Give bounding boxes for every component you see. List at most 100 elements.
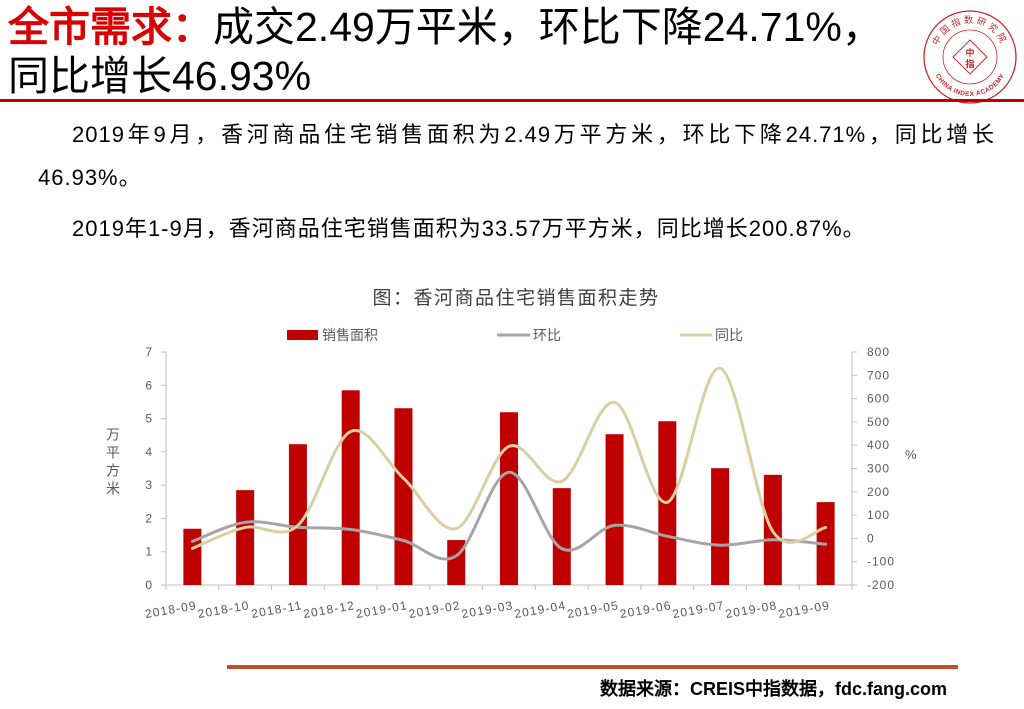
line-point-yoy-2019-03 <box>507 444 511 448</box>
line-point-yoy-2019-02 <box>454 526 458 530</box>
line-point-yoy-2018-12 <box>349 429 353 433</box>
line-point-yoy-2019-05 <box>613 400 617 404</box>
legend-label-yoy: 同比 <box>715 327 743 343</box>
line-point-yoy-2019-08 <box>771 529 775 533</box>
y-axis-right-tick-label: 800 <box>867 345 890 359</box>
bar-2018-10 <box>236 490 255 585</box>
logo-outer-ring <box>923 10 1017 104</box>
legend-item-sales-area: 销售面积 <box>287 327 378 343</box>
line-point-mom-2018-09 <box>190 539 194 543</box>
y-axis-left-tick-label: 3 <box>145 478 153 492</box>
x-axis-tick-label: 2019-04 <box>513 598 567 621</box>
title-text: 成交2.49万平米，环比下降24.71%，同比增长46.93% <box>8 4 883 99</box>
line-point-yoy-2018-10 <box>243 525 247 529</box>
line-point-mom-2018-10 <box>243 520 247 524</box>
line-point-mom-2019-03 <box>507 470 511 474</box>
legend-label-mom: 环比 <box>533 327 561 343</box>
y-axis-right-tick-label: -100 <box>867 555 895 569</box>
footer-divider <box>227 665 958 669</box>
y-axis-right-tick-label: 700 <box>867 368 890 382</box>
y-axis-right-tick-label: 600 <box>867 392 890 406</box>
bar-2019-04 <box>552 488 571 585</box>
x-axis-tick-label: 2019-01 <box>355 598 409 621</box>
line-point-yoy-2019-04 <box>560 479 564 483</box>
line-point-yoy-2019-07 <box>718 366 722 370</box>
x-axis-tick-label: 2018-11 <box>250 598 303 621</box>
bar-2018-11 <box>288 444 307 585</box>
x-axis-tick-label: 2019-08 <box>724 598 778 621</box>
y-axis-right-title: % <box>905 447 917 462</box>
y-axis-left-tick-label: 5 <box>145 412 153 426</box>
line-point-mom-2019-07 <box>718 543 722 547</box>
chart-title: 图：香河商品住宅销售面积走势 <box>372 287 659 309</box>
legend-item-yoy: 同比 <box>680 327 743 343</box>
y-axis-right-tick-label: -200 <box>867 578 895 592</box>
y-axis-left-tick-label: 2 <box>145 511 153 525</box>
legend-swatch-sales-area <box>287 330 318 340</box>
line-point-yoy-2019-09 <box>824 525 828 529</box>
y-axis-left-title: 万平方米 <box>105 427 121 499</box>
x-axis-tick-label: 2018-12 <box>302 598 356 621</box>
line-series-group <box>190 366 828 561</box>
y-axis-right-tick-label: 300 <box>867 462 890 476</box>
logo-mark-top: 中 <box>965 47 974 58</box>
chart-legend: 销售面积 环比 同比 <box>287 327 743 343</box>
line-path-yoy <box>190 366 828 550</box>
x-axis-tick-label: 2019-03 <box>460 598 514 621</box>
slide-title: 全市需求：成交2.49万平米，环比下降24.71%，同比增长46.93% <box>8 3 903 101</box>
legend-item-mom: 环比 <box>497 327 561 343</box>
bar-2019-02 <box>447 540 466 585</box>
x-axis-tick-label: 2019-02 <box>408 598 462 621</box>
data-source-note: 数据来源：CREIS中指数据，fdc.fang.com <box>599 679 947 699</box>
bar-2018-09 <box>183 528 202 585</box>
x-axis-tick-label: 2019-07 <box>672 598 726 621</box>
line-point-mom-2019-04 <box>560 547 564 551</box>
logo-inner-ring <box>942 29 998 85</box>
line-series-yoy <box>190 366 828 550</box>
y-axis-right-tick-label: 500 <box>867 415 890 429</box>
line-point-mom-2019-05 <box>613 523 617 527</box>
bar-2019-07 <box>711 468 730 585</box>
y-axis-left-tick-label: 4 <box>145 445 153 459</box>
bar-series-sales-area <box>183 390 835 585</box>
bar-2019-05 <box>605 434 624 585</box>
y-axis-left-tick-label: 7 <box>145 345 153 359</box>
line-series-mom <box>190 470 828 561</box>
y-axis-left-tick-label: 6 <box>145 378 153 392</box>
y-axis-right-tick-label: 400 <box>867 438 890 452</box>
line-point-yoy-2018-09 <box>190 546 194 550</box>
logo-name-en: CHINA INDEX ACADEMY <box>934 72 1007 98</box>
line-point-mom-2019-06 <box>665 534 669 538</box>
bar-2018-12 <box>341 390 360 585</box>
x-axis-tick-label: 2019-09 <box>777 598 831 621</box>
legend-label-sales-area: 销售面积 <box>322 327 378 343</box>
china-index-academy-logo: 中国指数研究院 CHINA INDEX ACADEMY 中 指 <box>923 10 1017 104</box>
y-axis-right-tick-label: 0 <box>867 531 875 545</box>
title-highlight: 全市需求： <box>8 4 213 50</box>
title-divider <box>0 99 1024 102</box>
line-point-mom-2019-01 <box>401 539 405 543</box>
summary-paragraph-month: 2019年9月，香河商品住宅销售面积为2.49万平方米，环比下降24.71%，同… <box>38 122 995 190</box>
chart-axes: 0 1 2 3 4 5 6 7 -200 -100 0 100 200 300 400 500 600 700 80… <box>145 345 895 592</box>
logo-name-en-text: CHINA INDEX ACADEMY <box>934 72 1006 98</box>
logo-diamond <box>952 39 988 75</box>
summary-paragraph-ytd: 2019年1-9月，香河商品住宅销售面积为33.57万平方米，同比增长200.8… <box>72 216 866 241</box>
y-axis-right-tick-label: 200 <box>867 485 890 499</box>
y-axis-left-tick-label: 0 <box>145 578 153 592</box>
line-point-mom-2018-12 <box>349 528 353 532</box>
bar-2019-03 <box>500 412 518 585</box>
logo-mark-bottom: 指 <box>965 58 974 69</box>
line-point-yoy-2019-01 <box>401 476 405 480</box>
line-point-yoy-2019-06 <box>665 500 669 504</box>
x-axis-tick-label: 2018-09 <box>144 598 198 621</box>
y-axis-left-tick-label: 1 <box>145 545 153 559</box>
line-point-mom-2019-08 <box>771 538 775 542</box>
line-point-mom-2019-09 <box>824 542 828 546</box>
x-axis-tick-label: 2019-06 <box>619 598 673 621</box>
x-axis-tick-label: 2019-05 <box>566 598 620 621</box>
sales-area-chart: 图：香河商品住宅销售面积走势 销售面积 环比 同比 0 1 2 3 4 5 6 7 -200 -1… <box>144 287 917 621</box>
line-point-yoy-2018-11 <box>296 523 300 527</box>
line-path-mom <box>190 470 828 561</box>
